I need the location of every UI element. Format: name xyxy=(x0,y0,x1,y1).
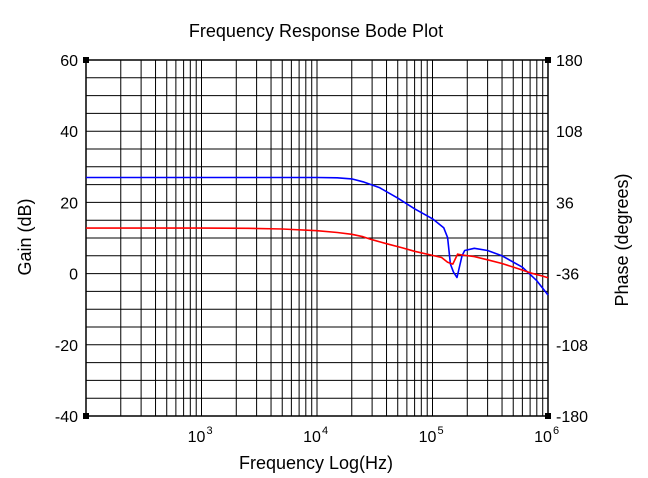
plot-frame xyxy=(85,59,549,417)
corner-marker xyxy=(83,57,89,63)
x-tick-exponent: 6 xyxy=(553,425,559,437)
y-tick-label-right: 108 xyxy=(556,124,583,141)
gain-series-line xyxy=(86,176,549,296)
left-y-axis-title: Gain (dB) xyxy=(15,198,35,275)
y-tick-label-left: 20 xyxy=(60,195,78,212)
y-tick-label-left: -40 xyxy=(55,409,78,426)
series-lines xyxy=(86,176,549,296)
y-tick-label-right: -36 xyxy=(556,267,579,284)
x-tick-label: 10 xyxy=(303,429,321,446)
corner-marker xyxy=(545,413,551,419)
corner-marker xyxy=(83,413,89,419)
corner-markers xyxy=(83,57,551,419)
y-tick-label-right: 36 xyxy=(556,195,574,212)
y-tick-label-right: -180 xyxy=(556,409,588,426)
corner-marker xyxy=(545,57,551,63)
x-tick-exponent: 4 xyxy=(322,425,328,437)
right-y-axis-title: Phase (degrees) xyxy=(612,173,632,306)
x-tick-exponent: 5 xyxy=(438,425,444,437)
x-tick-labels: 10 3 10 4 10 5 10 6 xyxy=(188,425,560,446)
x-tick-label: 10 xyxy=(534,429,552,446)
y-tick-label-left: -20 xyxy=(55,338,78,355)
x-tick-label: 10 xyxy=(419,429,437,446)
chart-title: Frequency Response Bode Plot xyxy=(189,21,443,41)
y-tick-label-left: 40 xyxy=(60,124,78,141)
grid-lines xyxy=(85,59,549,417)
y-tick-label-right: -108 xyxy=(556,338,588,355)
left-y-tick-labels: 60 40 20 0 -20 -40 xyxy=(55,53,78,426)
x-tick-exponent: 3 xyxy=(207,425,213,437)
y-tick-label-right: 180 xyxy=(556,53,583,70)
x-tick-label: 10 xyxy=(188,429,206,446)
right-y-tick-labels: 180 108 36 -36 -108 -180 xyxy=(556,53,588,426)
y-tick-label-left: 0 xyxy=(69,267,78,284)
y-tick-label-left: 60 xyxy=(60,53,78,70)
x-axis-title: Frequency Log(Hz) xyxy=(239,453,393,473)
phase-series-line xyxy=(86,227,549,279)
